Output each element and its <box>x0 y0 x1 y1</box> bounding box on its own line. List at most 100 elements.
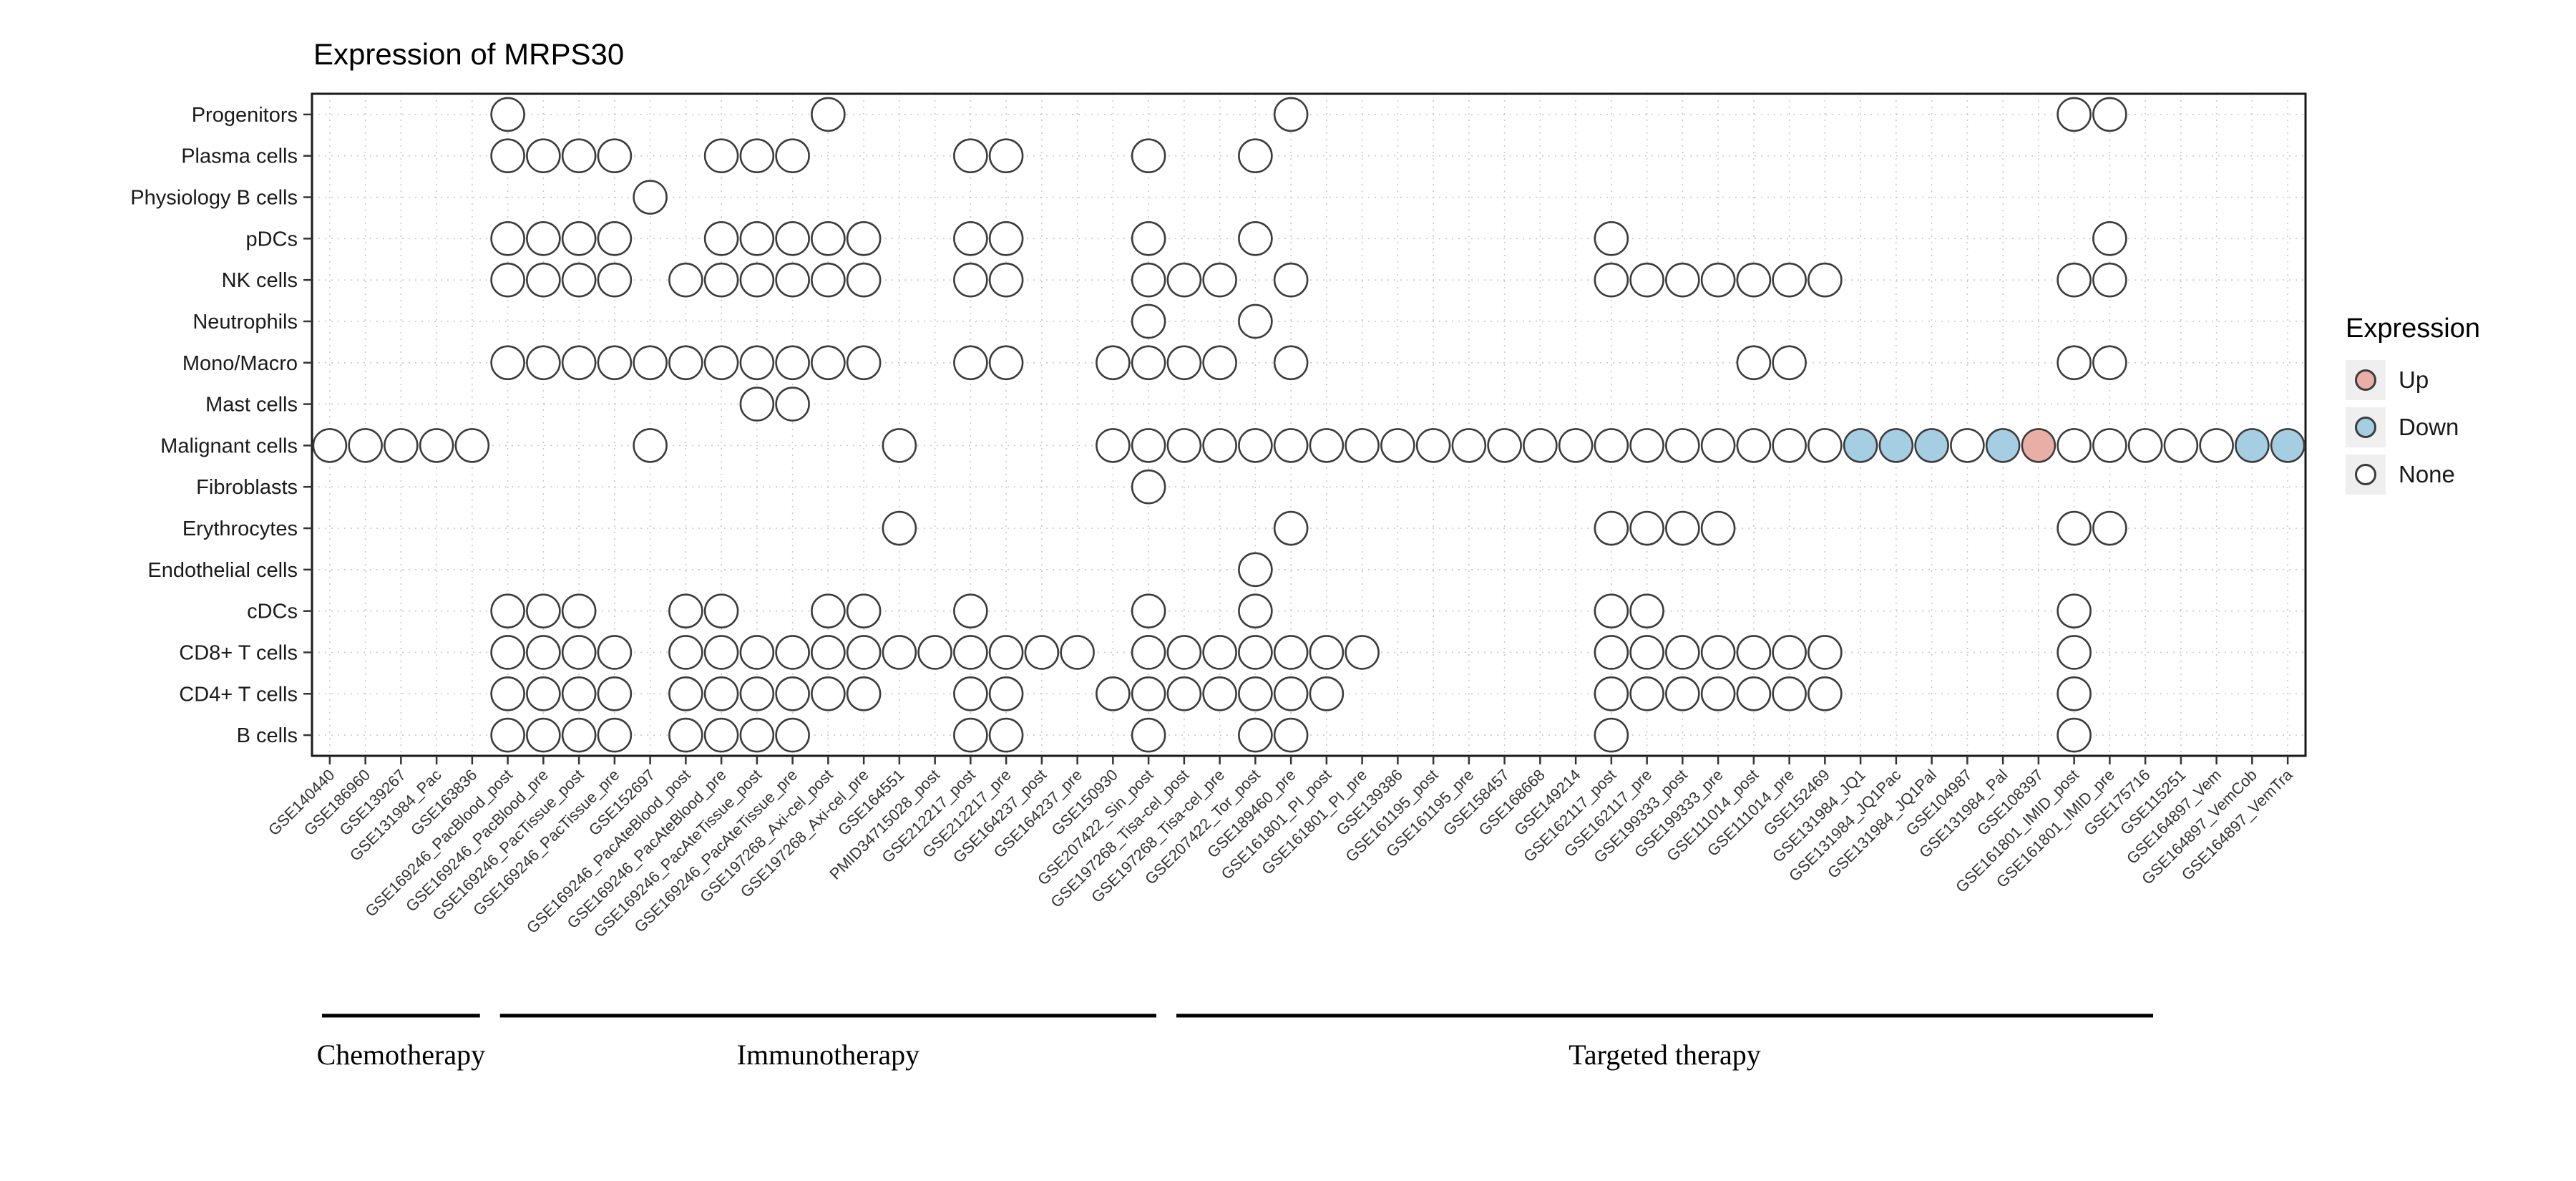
expression-dot <box>739 717 775 753</box>
legend-item-up: Up <box>2346 360 2480 400</box>
expression-dot <box>1166 262 1202 298</box>
expression-dot <box>2057 428 2092 463</box>
expression-dot <box>1843 428 1878 463</box>
expression-dot <box>1772 635 1807 670</box>
therapy-group-label: Immunotherapy <box>737 1039 920 1071</box>
expression-dot <box>597 635 633 670</box>
expression-dot <box>1807 635 1843 670</box>
expression-dot <box>490 717 525 753</box>
expression-dot <box>490 138 525 174</box>
expression-dot <box>2199 428 2234 463</box>
legend-item-down: Down <box>2346 407 2480 447</box>
expression-dot <box>1594 428 1629 463</box>
expression-dot <box>561 717 597 753</box>
expression-dot <box>561 262 597 298</box>
expression-dot <box>1131 676 1166 711</box>
expression-dot <box>953 717 988 753</box>
legend-label-up: Up <box>2399 366 2429 393</box>
expression-dot <box>2092 97 2127 132</box>
expression-dot <box>1736 676 1772 711</box>
expression-dot <box>1594 676 1629 711</box>
expression-dot <box>811 635 846 670</box>
expression-dot <box>703 676 739 711</box>
expression-dot <box>2057 345 2092 381</box>
expression-dot <box>1202 345 1237 381</box>
expression-dot <box>668 593 703 628</box>
expression-dot <box>1772 345 1807 381</box>
expression-dot <box>1736 635 1772 670</box>
expression-dot <box>1451 428 1487 463</box>
expression-dot <box>917 635 952 670</box>
expression-dot <box>633 345 668 381</box>
expression-dot <box>1273 262 1309 298</box>
expression-dot <box>526 262 561 298</box>
expression-dot <box>526 593 561 628</box>
expression-dot <box>1914 428 1949 463</box>
legend-label-none: None <box>2399 461 2455 487</box>
expression-dot <box>988 345 1024 381</box>
expression-dot <box>2092 428 2127 463</box>
expression-dot <box>1238 552 1273 588</box>
expression-dot <box>1487 428 1522 463</box>
expression-dot <box>597 221 633 256</box>
expression-dot <box>811 593 846 628</box>
legend-key-down <box>2346 407 2386 447</box>
expression-dot <box>811 97 846 132</box>
plot-border <box>311 92 2307 757</box>
expression-dot <box>1807 428 1843 463</box>
expression-dot <box>1700 635 1736 670</box>
expression-dot <box>1700 262 1736 298</box>
expression-dot <box>597 138 633 174</box>
expression-dot <box>1594 593 1629 628</box>
legend-item-none: None <box>2346 455 2480 495</box>
expression-dot <box>953 635 988 670</box>
expression-dot <box>1166 428 1202 463</box>
row-label: Neutrophils <box>192 311 298 334</box>
expression-dot <box>1238 593 1273 628</box>
expression-dot <box>1238 221 1273 256</box>
expression-dot <box>775 138 810 174</box>
legend-key-none <box>2346 455 2386 495</box>
expression-dot <box>811 676 846 711</box>
expression-dot <box>1345 635 1380 670</box>
expression-dot <box>561 345 597 381</box>
expression-dot <box>739 221 775 256</box>
row-label: cDCs <box>247 601 298 623</box>
expression-dot <box>668 635 703 670</box>
expression-dot <box>1202 262 1237 298</box>
expression-dot <box>2092 262 2127 298</box>
expression-dot <box>1024 635 1060 670</box>
expression-dot <box>1594 510 1629 546</box>
expression-dot <box>953 262 988 298</box>
expression-dot <box>1238 303 1273 339</box>
expression-dot <box>846 593 882 628</box>
expression-dot <box>1131 717 1166 753</box>
expression-dot <box>597 676 633 711</box>
expression-dot <box>526 138 561 174</box>
expression-dot <box>1594 262 1629 298</box>
expression-dot <box>882 428 917 463</box>
expression-dot <box>1665 676 1700 711</box>
expression-dot <box>526 345 561 381</box>
expression-dot <box>1131 428 1166 463</box>
expression-dot <box>2127 428 2163 463</box>
expression-dot <box>1807 676 1843 711</box>
expression-dot <box>1096 676 1131 711</box>
expression-dot <box>2057 97 2092 132</box>
expression-dot <box>1202 635 1237 670</box>
expression-dot <box>811 345 846 381</box>
expression-dot <box>561 221 597 256</box>
expression-dot <box>1629 428 1664 463</box>
expression-dot <box>668 345 703 381</box>
expression-dot <box>1629 510 1664 546</box>
row-label: B cells <box>237 724 298 747</box>
expression-dot <box>988 635 1024 670</box>
expression-dot <box>846 221 882 256</box>
expression-dot <box>2057 510 2092 546</box>
expression-dot <box>882 635 917 670</box>
expression-dot <box>739 345 775 381</box>
expression-dot <box>490 97 525 132</box>
expression-dot <box>1131 221 1166 256</box>
expression-dot <box>775 221 810 256</box>
